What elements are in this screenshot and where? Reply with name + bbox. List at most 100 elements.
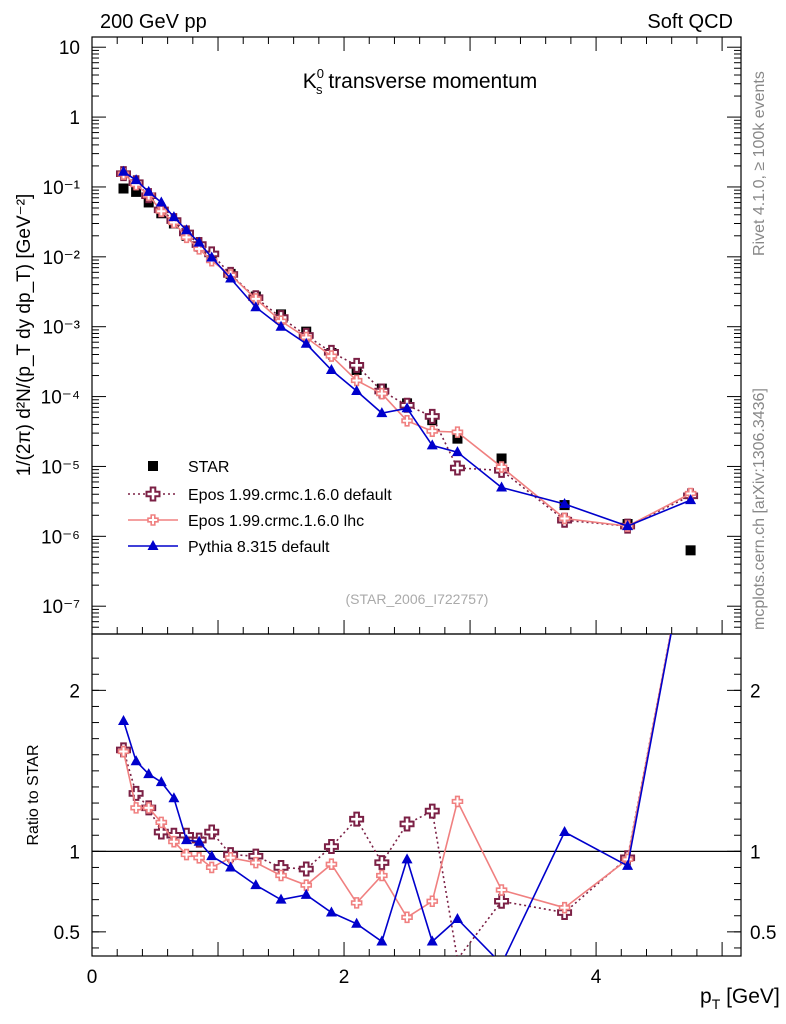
data-point-3 xyxy=(622,520,634,531)
ratio-point-2 xyxy=(168,792,180,803)
data-point-3 xyxy=(496,481,508,492)
ratio-point-0 xyxy=(399,816,415,832)
ratio-point-1 xyxy=(155,816,168,829)
ratio-point-2 xyxy=(325,906,337,917)
ratio-point-2 xyxy=(143,768,155,779)
xtick-label: 0 xyxy=(87,967,98,988)
data-point-2 xyxy=(350,374,363,387)
data-point-3 xyxy=(351,385,363,396)
data-point-3 xyxy=(206,251,218,262)
ratio-point-0 xyxy=(323,839,339,855)
data-point-3 xyxy=(451,446,463,457)
ytick-label: 1 xyxy=(69,108,80,129)
ratio-series-1 xyxy=(117,634,672,924)
ratio-point-2 xyxy=(155,776,167,787)
xtick-label: 4 xyxy=(591,967,602,988)
chart-title: K0 s transverse momentum xyxy=(303,66,538,97)
header-energy: 200 GeV pp xyxy=(100,11,207,33)
ratio-point-0 xyxy=(298,861,314,877)
ratio-point-1 xyxy=(142,802,155,814)
data-point-3 xyxy=(685,494,697,505)
data-point-2 xyxy=(401,415,413,427)
data-point-0 xyxy=(118,183,129,194)
legend-marker xyxy=(147,514,159,526)
ratio-point-0 xyxy=(128,785,144,801)
data-point-2 xyxy=(451,426,464,438)
ratio-point-1 xyxy=(300,879,313,891)
data-point-2 xyxy=(558,512,571,525)
ratio-point-1 xyxy=(426,895,439,908)
ytick-label: 10⁻² xyxy=(43,248,81,269)
ratio-point-2 xyxy=(451,912,463,923)
legend-label: Epos 1.99.crmc.1.6.0 default xyxy=(188,487,392,504)
ratio-ytick-label: 0.5 xyxy=(54,923,80,944)
ratio-point-1 xyxy=(205,861,218,874)
ratio-point-2 xyxy=(426,935,438,946)
data-point-3 xyxy=(118,165,130,176)
header-category: Soft QCD xyxy=(647,11,733,33)
series-line-3 xyxy=(123,171,691,527)
ratio-plot-frame xyxy=(91,633,742,957)
data-point-3 xyxy=(225,272,237,283)
legend-label: Pythia 8.315 default xyxy=(188,539,330,556)
ratio-ytick-label-right: 0.5 xyxy=(750,923,776,944)
series-line-2 xyxy=(122,173,691,527)
data-point-3 xyxy=(130,174,142,185)
data-point-3 xyxy=(181,224,193,235)
ratio-ytick-label-right: 2 xyxy=(750,681,761,702)
ratio-point-1 xyxy=(350,897,363,909)
main-axis-ticks: 10 1 10⁻¹ 10⁻² 10⁻³ 10⁻⁴ 10⁻⁵ 10⁻⁶ 10⁻⁷ xyxy=(41,37,741,635)
rivet-label: Rivet 4.1.0, ≥ 100k events xyxy=(751,71,768,256)
data-point-2 xyxy=(325,350,338,362)
data-point-2 xyxy=(376,387,388,400)
legend-label: STAR xyxy=(188,459,229,476)
legend-marker xyxy=(148,461,158,471)
data-point-3 xyxy=(168,211,180,222)
ytick-label: 10⁻⁶ xyxy=(41,527,80,548)
xtick-label: 2 xyxy=(339,967,350,988)
ratio-line-0 xyxy=(122,634,672,956)
data-point-3 xyxy=(426,439,438,450)
ratio-point-2 xyxy=(130,755,142,766)
ytick-label: 10 xyxy=(59,38,80,59)
ratio-point-0 xyxy=(153,824,169,840)
ytick-label: 10⁻⁷ xyxy=(42,597,80,618)
ratio-point-1 xyxy=(130,802,142,814)
ratio-point-1 xyxy=(325,858,338,871)
ratio-ylabel: Ratio to STAR xyxy=(25,744,42,845)
data-point-3 xyxy=(275,320,287,331)
ratio-point-2 xyxy=(275,893,287,904)
ratio-point-0 xyxy=(349,811,365,827)
ratio-point-2 xyxy=(300,888,312,899)
ratio-point-2 xyxy=(376,935,388,946)
legend: STAR Epos 1.99.crmc.1.6.0 default Epos 1.9… xyxy=(128,459,392,556)
main-ylabel: 1/(2π) d²N/(p_T dy dp_T) [GeV⁻²] xyxy=(14,194,35,477)
data-point-3 xyxy=(155,196,167,207)
ratio-axis-ticks: 0 2 4 0.5 0.5 1 1 2 2 xyxy=(54,657,776,988)
data-point-3 xyxy=(143,185,155,196)
data-point-3 xyxy=(559,498,571,509)
xlabel: pT [GeV] xyxy=(700,985,780,1012)
ratio-line-1 xyxy=(122,634,672,919)
data-point-2 xyxy=(426,425,439,437)
ratio-point-0 xyxy=(424,803,440,819)
ratio-point-0 xyxy=(374,855,390,871)
ratio-point-2 xyxy=(181,834,193,845)
data-point-3 xyxy=(250,301,262,312)
ratio-point-2 xyxy=(206,850,218,861)
ratio-point-2 xyxy=(250,879,262,890)
ytick-label: 10⁻¹ xyxy=(43,178,81,199)
ratio-point-2 xyxy=(622,859,634,870)
data-point-1 xyxy=(449,460,465,476)
ratio-point-2 xyxy=(559,826,571,837)
legend-marker xyxy=(145,486,161,502)
ratio-point-1 xyxy=(376,869,388,882)
data-point-0 xyxy=(685,545,696,556)
data-point-1 xyxy=(424,408,440,424)
data-point-0 xyxy=(496,453,507,464)
ratio-point-2 xyxy=(193,835,205,846)
data-point-3 xyxy=(376,407,388,418)
data-point-3 xyxy=(325,364,337,375)
ratio-point-0 xyxy=(204,824,220,840)
